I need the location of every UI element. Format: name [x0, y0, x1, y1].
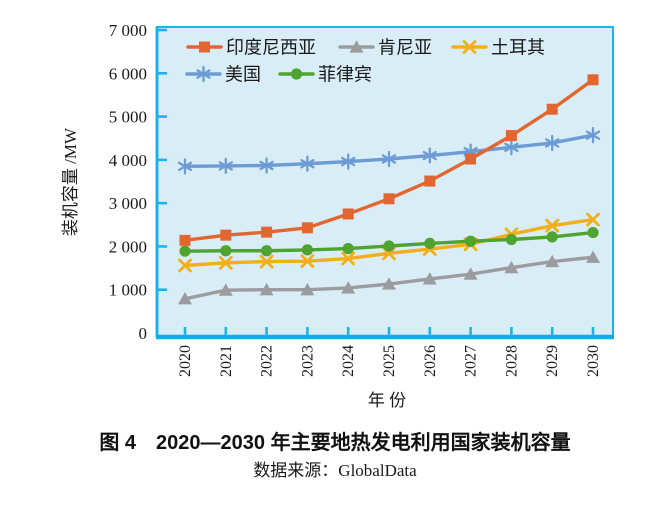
- marker-usa: [300, 159, 315, 169]
- marker-turkey: [300, 254, 315, 269]
- x-tick-label: 2024: [340, 345, 357, 377]
- y-axis-title: 装机容量 /MW: [61, 127, 80, 236]
- marker-turkey: [218, 255, 233, 270]
- marker-philippines: [179, 245, 191, 257]
- marker-legend-usa: [196, 69, 211, 79]
- marker-philippines: [261, 245, 273, 257]
- figure-caption: 图 4 2020—2030 年主要地热发电利用国家装机容量: [99, 432, 571, 454]
- marker-legend-indonesia: [199, 41, 210, 53]
- marker-usa: [218, 161, 233, 171]
- marker-kenya: [341, 281, 356, 294]
- series-usa: [177, 127, 601, 175]
- legend-label-kenya: 肯尼亚: [378, 38, 432, 58]
- y-tick-label: 0: [139, 324, 148, 343]
- marker-philippines: [424, 237, 436, 249]
- legend-item-philippines: 菲律宾: [278, 65, 372, 85]
- marker-usa: [422, 150, 437, 161]
- marker-turkey: [586, 212, 600, 227]
- marker-philippines: [220, 245, 232, 257]
- marker-usa: [341, 156, 356, 167]
- x-tick-label: 2027: [463, 345, 480, 377]
- series-philippines: [179, 226, 599, 257]
- x-tick-label: 2021: [218, 345, 235, 377]
- marker-indonesia: [587, 74, 599, 86]
- marker-kenya: [178, 292, 192, 305]
- marker-indonesia: [465, 153, 477, 165]
- marker-usa: [504, 142, 519, 153]
- legend-label-indonesia: 印度尼西亚: [226, 38, 316, 58]
- x-tick-label: 2029: [544, 345, 561, 377]
- marker-indonesia: [383, 193, 395, 205]
- marker-usa: [177, 161, 193, 172]
- marker-philippines: [465, 235, 477, 247]
- x-tick-label: 2020: [177, 345, 194, 377]
- marker-kenya: [382, 277, 396, 290]
- legend-label-turkey: 土耳其: [491, 38, 545, 58]
- marker-usa: [381, 154, 397, 164]
- figure-source: 数据来源：GlobalData: [253, 461, 417, 480]
- marker-indonesia: [301, 222, 313, 234]
- x-tick-label: 2030: [585, 345, 602, 377]
- marker-philippines: [546, 231, 558, 243]
- x-tick-label: 2025: [381, 345, 398, 377]
- y-axis-ticks: 0 1 000 2 000 3 000 4 000 5 000 6 000 7 000: [109, 21, 167, 343]
- marker-indonesia: [424, 175, 436, 187]
- marker-philippines: [505, 233, 517, 246]
- marker-kenya: [463, 267, 478, 280]
- marker-indonesia: [261, 226, 273, 238]
- marker-legend-philippines: [290, 68, 303, 80]
- marker-usa: [545, 138, 560, 148]
- marker-turkey: [545, 218, 560, 233]
- marker-legend-turkey: [462, 40, 477, 54]
- marker-kenya: [300, 282, 315, 296]
- y-tick-label: 6 000: [109, 64, 147, 83]
- marker-kenya: [545, 254, 560, 268]
- marker-philippines: [383, 240, 395, 252]
- series-kenya: [178, 250, 600, 305]
- marker-kenya: [218, 283, 233, 296]
- y-tick-label: 5 000: [109, 108, 147, 127]
- x-tick-label: 2023: [299, 345, 316, 377]
- legend-item-turkey: 土耳其: [451, 38, 545, 58]
- line-chart: 0 1 000 2 000 3 000 4 000 5 000 6 000 7 000 2020…: [61, 21, 614, 410]
- x-tick-label: 2022: [259, 345, 276, 377]
- legend-label-usa: 美国: [225, 65, 261, 85]
- marker-turkey: [178, 258, 192, 273]
- legend-label-philippines: 菲律宾: [318, 65, 372, 85]
- legend-item-usa: 美国: [185, 65, 261, 85]
- x-tick-label: 2028: [503, 345, 520, 377]
- marker-kenya: [504, 260, 519, 274]
- x-axis-title: 年 份: [368, 391, 406, 410]
- y-tick-label: 2 000: [109, 237, 147, 256]
- y-tick-label: 7 000: [109, 21, 147, 40]
- y-tick-label: 3 000: [109, 194, 147, 213]
- marker-indonesia: [179, 234, 191, 246]
- marker-kenya: [586, 250, 600, 263]
- y-tick-label: 4 000: [109, 151, 147, 170]
- legend-item-kenya: 肯尼亚: [338, 38, 432, 58]
- marker-kenya: [259, 282, 274, 296]
- marker-usa: [585, 130, 601, 140]
- marker-turkey: [259, 254, 274, 269]
- marker-philippines: [342, 242, 354, 255]
- marker-philippines: [587, 226, 599, 239]
- marker-indonesia: [505, 130, 517, 142]
- marker-philippines: [301, 244, 313, 256]
- marker-indonesia: [220, 229, 232, 241]
- y-tick-label: 1 000: [109, 281, 147, 300]
- marker-legend-kenya: [349, 40, 364, 53]
- marker-kenya: [422, 272, 437, 285]
- marker-turkey: [341, 251, 356, 266]
- marker-indonesia: [546, 103, 558, 115]
- legend-item-indonesia: 印度尼西亚: [186, 38, 316, 58]
- x-axis-ticks: 2020 2021 2022 2023 2024 2025 2026 2027 2028 2029…: [177, 327, 602, 377]
- marker-indonesia: [342, 208, 354, 220]
- marker-usa: [259, 160, 274, 171]
- series-indonesia: [179, 74, 599, 246]
- x-tick-label: 2026: [422, 345, 439, 377]
